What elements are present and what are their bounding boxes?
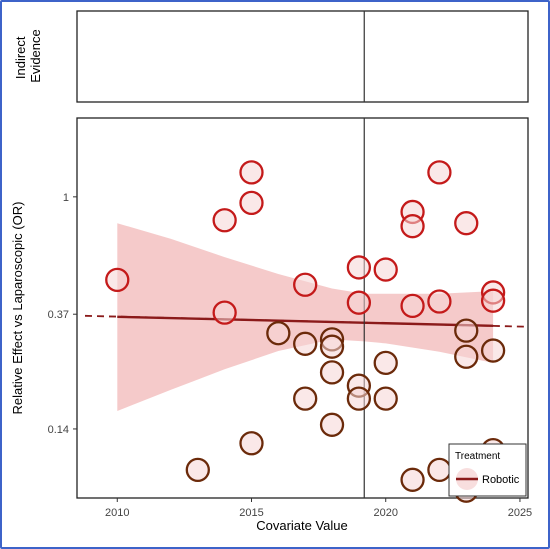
data-point-24	[400, 214, 425, 239]
data-point-4	[212, 208, 237, 233]
data-point-21	[373, 350, 398, 376]
y-tick-label: 1	[63, 192, 69, 204]
data-point-22	[373, 386, 398, 411]
data-point-25	[400, 293, 425, 319]
y-tick-label: 0.37	[48, 309, 69, 321]
data-point-17	[346, 290, 372, 315]
data-point-8	[266, 321, 291, 346]
data-point-31	[454, 318, 479, 343]
x-tick-label: 2020	[373, 507, 397, 519]
x-axis-label: Covariate Value	[256, 518, 348, 533]
regression-line	[117, 315, 494, 328]
data-point-30	[454, 211, 479, 236]
data-point-16	[346, 255, 372, 280]
data-point-9	[293, 272, 318, 297]
data-point-28	[427, 289, 452, 314]
data-point-20	[373, 257, 398, 282]
data-point-14	[319, 360, 345, 385]
data-point-10	[293, 331, 318, 356]
data-point-11	[293, 386, 318, 411]
data-point-35	[480, 288, 506, 313]
data-point-13	[319, 334, 345, 359]
data-point-7	[239, 431, 264, 456]
data-point-32	[454, 344, 479, 369]
indirect-evidence-label: Indirect Evidence	[13, 29, 43, 82]
regression-line-layer	[84, 314, 525, 328]
data-point-5	[239, 160, 264, 185]
data-point-15	[319, 412, 345, 437]
legend-item-robotic: Robotic	[482, 474, 520, 486]
data-point-19	[346, 386, 372, 411]
confidence-band	[117, 223, 494, 411]
data-point-1	[105, 267, 130, 293]
data-point-2	[185, 457, 210, 483]
x-tick-label: 2010	[105, 507, 129, 519]
data-point-3	[212, 300, 237, 325]
data-point-27	[427, 160, 452, 185]
x-ticks: 2010 2015 2020 2025	[105, 498, 532, 519]
legend-title: Treatment	[455, 451, 500, 462]
data-point-6	[239, 190, 264, 216]
legend: Treatment Robotic	[448, 443, 527, 497]
data-point-36	[480, 338, 506, 363]
y-axis-label: Relative Effect vs Laparoscopic (OR)	[10, 202, 25, 415]
y-ticks: 1 0.37 0.14	[48, 192, 77, 436]
y-tick-label: 0.14	[48, 424, 69, 436]
x-tick-label: 2015	[239, 507, 263, 519]
confidence-band-layer	[117, 223, 494, 411]
data-point-26	[400, 467, 425, 492]
x-tick-label: 2025	[508, 507, 532, 519]
data-point-29	[427, 457, 452, 483]
indirect-evidence-panel	[76, 10, 529, 103]
